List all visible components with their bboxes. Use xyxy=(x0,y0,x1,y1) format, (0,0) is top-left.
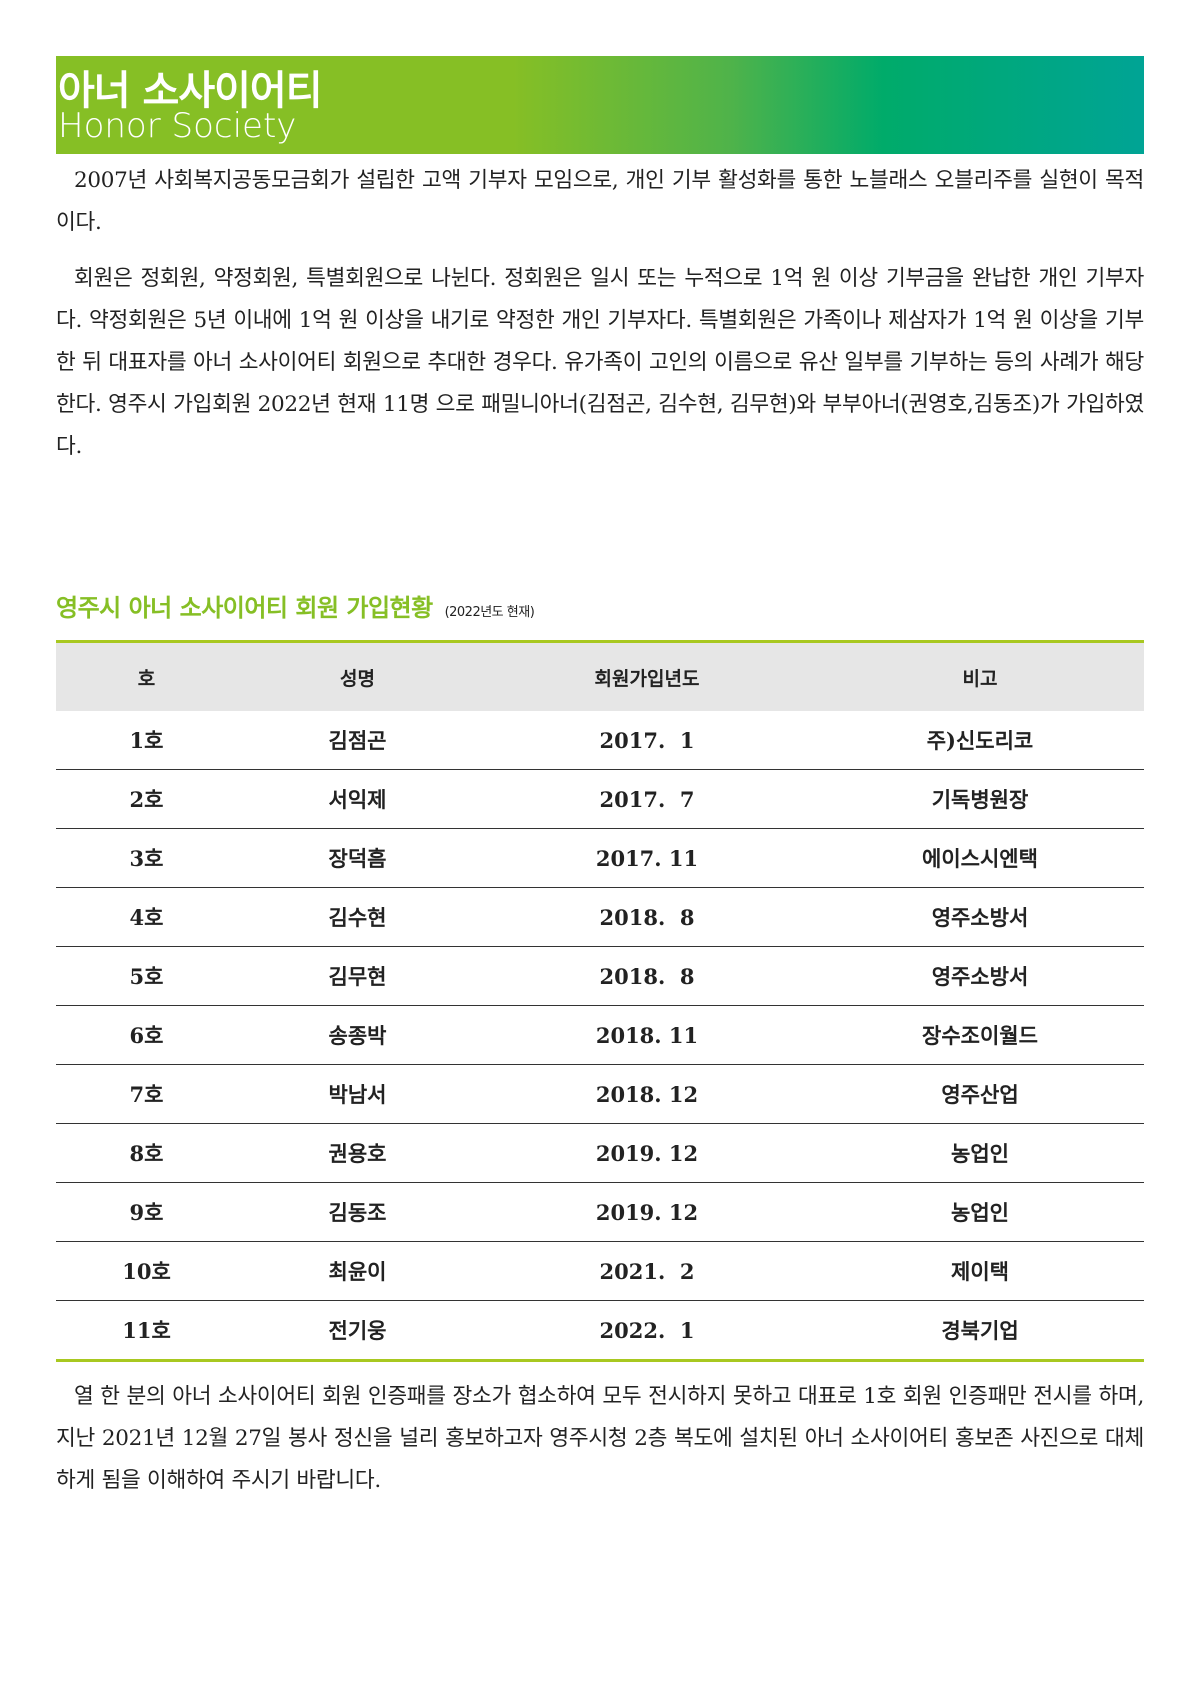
join-date: 2017. 11 xyxy=(478,828,816,888)
page-title: 아너 소사이어티 xyxy=(58,68,323,114)
join-date: 2022. 1 xyxy=(478,1300,816,1362)
intro-paragraph-1: 2007년 사회복지공동모금회가 설립한 고액 기부자 모임으로, 개인 기부 … xyxy=(56,168,1144,235)
member-number: 4호 xyxy=(56,887,237,947)
intro-paragraph-2: 회원은 정회원, 약정회원, 특별회원으로 나뉜다. 정회원은 일시 또는 누적… xyxy=(56,266,1144,459)
col-number: 호 xyxy=(56,640,237,711)
member-name: 김수현 xyxy=(237,887,478,947)
member-name: 전기웅 xyxy=(237,1300,478,1362)
remarks: 농업인 xyxy=(816,1182,1144,1242)
table-header-row: 호 성명 회원가입년도 비고 xyxy=(56,640,1144,711)
members-table: 호 성명 회원가입년도 비고 1호 김점곤 2017. 1 주)신도리코 2호 서익제 20… xyxy=(56,640,1144,1362)
remarks: 에이스시엔택 xyxy=(816,828,1144,888)
member-number: 1호 xyxy=(56,711,237,770)
table-row: 5호 김무현 2018. 8 영주소방서 xyxy=(56,946,1144,1006)
section-note: (2022년도 현재) xyxy=(444,605,535,620)
table-row: 4호 김수현 2018. 8 영주소방서 xyxy=(56,887,1144,947)
member-name: 송종박 xyxy=(237,1005,478,1065)
remarks: 영주소방서 xyxy=(816,887,1144,947)
join-date: 2017. 7 xyxy=(478,769,816,829)
join-date: 2018. 12 xyxy=(478,1064,816,1124)
remarks: 영주산업 xyxy=(816,1064,1144,1124)
join-date: 2018. 8 xyxy=(478,946,816,1006)
table-row: 8호 권용호 2019. 12 농업인 xyxy=(56,1123,1144,1183)
member-name: 김무현 xyxy=(237,946,478,1006)
remarks: 영주소방서 xyxy=(816,946,1144,1006)
join-date: 2018. 11 xyxy=(478,1005,816,1065)
join-date: 2019. 12 xyxy=(478,1182,816,1242)
member-number: 5호 xyxy=(56,946,237,1006)
join-date: 2017. 1 xyxy=(478,711,816,770)
member-number: 10호 xyxy=(56,1241,237,1301)
member-name: 장덕흠 xyxy=(237,828,478,888)
member-name: 최윤이 xyxy=(237,1241,478,1301)
remarks: 주)신도리코 xyxy=(816,711,1144,770)
remarks: 제이택 xyxy=(816,1241,1144,1301)
remarks: 농업인 xyxy=(816,1123,1144,1183)
table-row: 9호 김동조 2019. 12 농업인 xyxy=(56,1182,1144,1242)
table-row: 7호 박남서 2018. 12 영주산업 xyxy=(56,1064,1144,1124)
member-number: 8호 xyxy=(56,1123,237,1183)
table-row: 6호 송종박 2018. 11 장수조이월드 xyxy=(56,1005,1144,1065)
col-name: 성명 xyxy=(237,640,478,711)
member-number: 7호 xyxy=(56,1064,237,1124)
member-number: 3호 xyxy=(56,828,237,888)
join-date: 2019. 12 xyxy=(478,1123,816,1183)
title-banner: 아너 소사이어티 Honor Society xyxy=(56,56,1144,154)
member-number: 9호 xyxy=(56,1182,237,1242)
member-name: 권용호 xyxy=(237,1123,478,1183)
col-remarks: 비고 xyxy=(816,640,1144,711)
join-date: 2018. 8 xyxy=(478,887,816,947)
member-number: 2호 xyxy=(56,769,237,829)
table-row: 3호 장덕흠 2017. 11 에이스시엔택 xyxy=(56,828,1144,888)
remarks: 기독병원장 xyxy=(816,769,1144,829)
member-name: 김점곤 xyxy=(237,711,478,770)
remarks: 경북기업 xyxy=(816,1300,1144,1362)
page-subtitle: Honor Society xyxy=(58,106,297,146)
member-name: 서익제 xyxy=(237,769,478,829)
member-name: 박남서 xyxy=(237,1064,478,1124)
closing-paragraph: 열 한 분의 아너 소사이어티 회원 인증패를 장소가 협소하여 모두 전시하지… xyxy=(56,1384,1144,1493)
table-row: 1호 김점곤 2017. 1 주)신도리코 xyxy=(56,711,1144,770)
table-row: 11호 전기웅 2022. 1 경북기업 xyxy=(56,1300,1144,1362)
member-name: 김동조 xyxy=(237,1182,478,1242)
col-join-year: 회원가입년도 xyxy=(478,640,816,711)
table-row: 2호 서익제 2017. 7 기독병원장 xyxy=(56,769,1144,829)
remarks: 장수조이월드 xyxy=(816,1005,1144,1065)
table-row: 10호 최윤이 2021. 2 제이택 xyxy=(56,1241,1144,1301)
member-number: 6호 xyxy=(56,1005,237,1065)
member-number: 11호 xyxy=(56,1300,237,1362)
join-date: 2021. 2 xyxy=(478,1241,816,1301)
section-title-text: 영주시 아너 소사이어티 회원 가입현황 xyxy=(56,594,433,622)
section-title: 영주시 아너 소사이어티 회원 가입현황 (2022년도 현재) xyxy=(56,588,535,623)
